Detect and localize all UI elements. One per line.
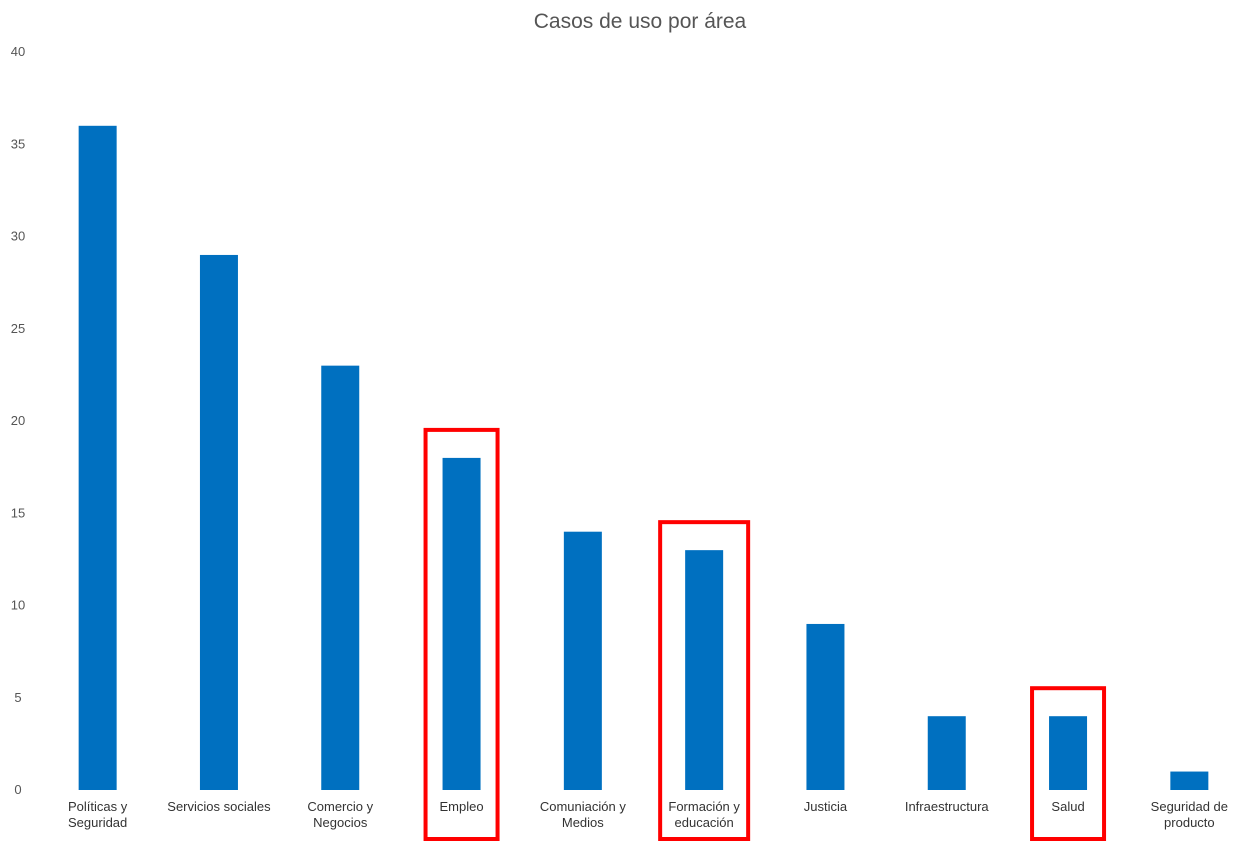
- highlight-boxes: [423, 427, 1107, 841]
- x-tick-label: Comuniación y Medios: [540, 799, 626, 830]
- bar: [806, 623, 845, 790]
- y-tick-label: 10: [11, 598, 25, 613]
- x-tick-label: Salud: [1051, 799, 1084, 814]
- x-tick-label: Servicios sociales: [167, 799, 271, 814]
- y-tick-label: 20: [11, 413, 25, 428]
- x-tick-label: Formación y educación: [668, 799, 740, 830]
- bar: [442, 457, 481, 790]
- x-tick-label: Seguridad de producto: [1151, 799, 1228, 830]
- x-tick-label: Infraestructura: [905, 799, 990, 814]
- bar: [685, 550, 724, 790]
- y-axis-ticks: 0 5 10 15 20 25 30 35 40: [11, 44, 25, 797]
- y-tick-label: 30: [11, 229, 25, 244]
- bars: [78, 125, 1209, 791]
- y-tick-label: 25: [11, 321, 25, 336]
- y-tick-label: 0: [14, 782, 21, 797]
- bar: [78, 125, 117, 791]
- x-tick-label: Empleo: [440, 799, 484, 814]
- bar: [1049, 716, 1088, 790]
- bar: [563, 531, 602, 790]
- highlight-box: [658, 520, 751, 841]
- x-tick-label: Comercio y Negocios: [307, 799, 373, 830]
- highlight-box: [1030, 686, 1107, 841]
- x-tick-label: Políticas y Seguridad: [68, 799, 128, 830]
- y-tick-label: 15: [11, 505, 25, 520]
- bar: [199, 254, 238, 790]
- highlight-box: [423, 427, 500, 841]
- bar: [927, 716, 966, 790]
- y-tick-label: 40: [11, 44, 25, 59]
- y-tick-label: 35: [11, 136, 25, 151]
- chart-title: Casos de uso por área: [534, 10, 747, 33]
- x-tick-label: Justicia: [804, 799, 848, 814]
- y-tick-label: 5: [14, 690, 21, 705]
- x-axis-labels: Políticas y Seguridad Servicios sociales Co…: [68, 799, 1228, 830]
- bar: [321, 365, 360, 790]
- bar: [1170, 771, 1209, 790]
